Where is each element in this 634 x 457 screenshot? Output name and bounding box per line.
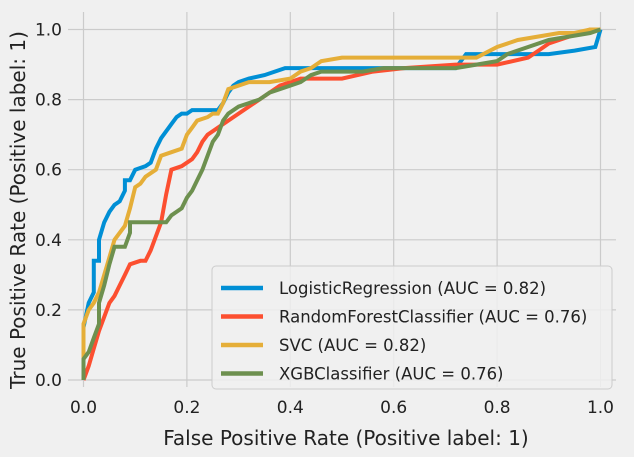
roc-line-series-1	[81, 27, 601, 381]
y-tick-label: 0.6	[35, 161, 62, 181]
y-tick-label: 1.0	[35, 21, 62, 41]
y-tick-label: 0.8	[35, 91, 62, 111]
roc-line-series-2	[81, 27, 601, 380]
x-tick-label: 0.0	[70, 398, 97, 418]
roc-line-series-3	[81, 27, 602, 380]
y-tick-label: 0.4	[35, 231, 62, 251]
x-axis-title: False Positive Rate (Positive label: 1)	[163, 426, 529, 450]
legend-label-3: XGBClassifier (AUC = 0.76)	[279, 365, 504, 384]
legend-label-0: LogisticRegression (AUC = 0.82)	[279, 279, 546, 298]
tick-labels: 0.0 0.2 0.4 0.6 0.8 1.0 0.0 0.2 0.4 0.6 0.8 1.0	[35, 21, 614, 418]
legend-box	[211, 265, 613, 390]
x-tick-label: 0.8	[484, 398, 511, 418]
x-tick-label: 0.4	[277, 398, 304, 418]
legend-label-1: RandomForestClassifier (AUC = 0.76)	[279, 308, 587, 327]
x-tick-label: 0.2	[173, 398, 200, 418]
legend-label-2: SVC (AUC = 0.82)	[279, 336, 426, 355]
x-tick-label: 1.0	[587, 398, 614, 418]
legend: LogisticRegression (AUC = 0.82) RandomFor…	[211, 265, 613, 390]
legend-items: LogisticRegression (AUC = 0.82) RandomFor…	[221, 279, 587, 384]
y-tick-label: 0.0	[35, 371, 62, 391]
y-tick-label: 0.2	[35, 301, 62, 321]
x-tick-label: 0.6	[380, 398, 407, 418]
series-lines	[81, 27, 603, 381]
y-axis-title: True Positive Rate (Positive label: 1)	[6, 31, 30, 390]
